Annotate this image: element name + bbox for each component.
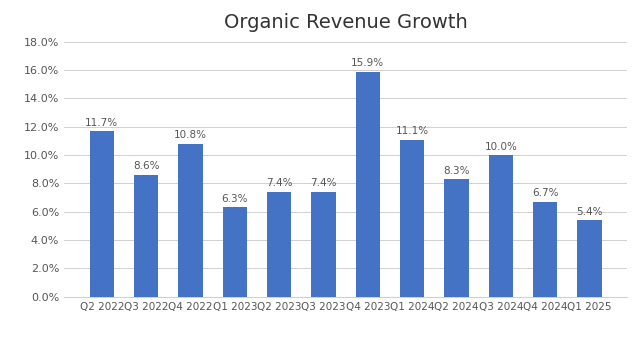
- Text: 6.3%: 6.3%: [221, 194, 248, 204]
- Title: Organic Revenue Growth: Organic Revenue Growth: [224, 13, 467, 32]
- Text: 6.7%: 6.7%: [532, 188, 558, 198]
- Text: 10.0%: 10.0%: [484, 142, 517, 151]
- Text: 8.3%: 8.3%: [443, 166, 470, 176]
- Bar: [267, 192, 291, 297]
- Text: 5.4%: 5.4%: [576, 207, 603, 217]
- Text: 10.8%: 10.8%: [174, 130, 207, 140]
- Text: 7.4%: 7.4%: [266, 178, 292, 188]
- Text: 15.9%: 15.9%: [351, 58, 385, 68]
- Bar: [400, 140, 424, 297]
- Text: 11.7%: 11.7%: [85, 118, 118, 127]
- Bar: [311, 192, 335, 297]
- Text: 8.6%: 8.6%: [133, 161, 159, 171]
- Bar: [179, 144, 203, 297]
- Bar: [488, 155, 513, 297]
- Text: 7.4%: 7.4%: [310, 178, 337, 188]
- Bar: [90, 131, 114, 297]
- Bar: [533, 202, 557, 297]
- Bar: [444, 179, 468, 297]
- Text: 11.1%: 11.1%: [396, 126, 429, 136]
- Bar: [134, 175, 158, 297]
- Bar: [223, 207, 247, 297]
- Bar: [356, 72, 380, 297]
- Bar: [577, 220, 602, 297]
